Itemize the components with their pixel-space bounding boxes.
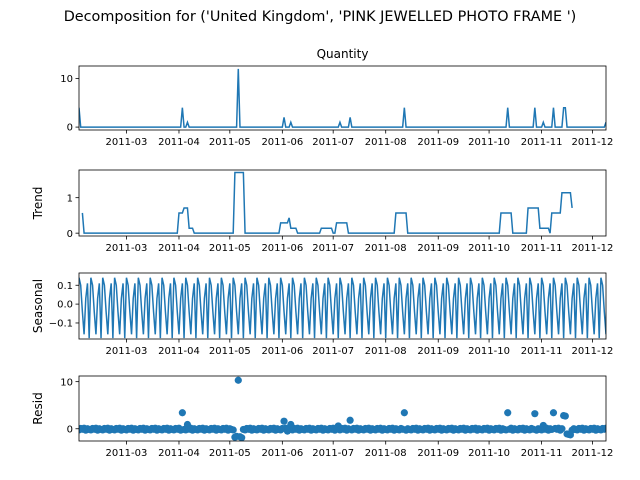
x-tick-label: 2011-07 [312,137,354,148]
x-tick-label: 2011-06 [261,137,303,148]
panel-data-layer [79,376,606,441]
x-tick-label: 2011-05 [209,346,251,357]
resid-point [280,417,288,425]
resid-point [561,412,569,420]
y-axis-label: Resid [31,392,45,424]
panel-frame [78,169,607,237]
panel-data-layer [79,68,606,128]
x-tick-label: 2011-04 [158,448,200,459]
panel-title: Quantity [317,47,369,61]
x-tick-label: 2011-11 [521,448,563,459]
x-tick-label: 2011-11 [521,137,563,148]
x-tick-label: 2011-07 [312,243,354,254]
resid-point [531,410,539,418]
x-tick-label: 2011-03 [106,448,148,459]
resid-point [602,424,606,432]
panel-frame [78,272,607,340]
x-tick-label: 2011-03 [106,243,148,254]
x-tick-label: 2011-12 [572,243,614,254]
x-tick-label: 2011-09 [417,243,459,254]
x-tick-label: 2011-08 [365,346,407,357]
resid-point [346,416,354,424]
y-tick-label: −0.1 [49,319,73,330]
x-tick-label: 2011-04 [158,346,200,357]
x-tick-label: 2011-10 [468,137,510,148]
y-tick-label: 0.1 [57,281,73,292]
y-tick-label: 0 [67,424,73,435]
x-tick-label: 2011-07 [312,346,354,357]
x-tick-label: 2011-08 [365,448,407,459]
y-tick-label: 0 [67,123,73,134]
y-tick-label: 10 [60,377,73,388]
x-tick-label: 2011-12 [572,137,614,148]
y-tick-label: 0 [67,229,73,240]
x-tick-label: 2011-06 [261,346,303,357]
x-tick-label: 2011-08 [365,243,407,254]
panel-frame [78,375,607,442]
figure-suptitle: Decomposition for ('United Kingdom', 'PI… [64,9,577,25]
x-tick-label: 2011-08 [365,137,407,148]
x-tick-label: 2011-10 [468,346,510,357]
panel-2: 0 1 2011-03 2011-04 2011-05 2011-06 2011-07 201… [31,169,614,254]
x-tick-label: 2011-07 [312,448,354,459]
x-tick-label: 2011-09 [417,448,459,459]
x-tick-label: 2011-04 [158,137,200,148]
resid-point [178,409,186,417]
x-tick-label: 2011-05 [209,448,251,459]
x-tick-label: 2011-04 [158,243,200,254]
resid-point [238,434,246,441]
panel-data-layer [81,171,573,234]
x-tick-label: 2011-09 [417,137,459,148]
x-tick-label: 2011-03 [106,137,148,148]
trend-series-line [81,171,573,234]
resid-point [234,376,242,384]
panel-frame [78,65,607,131]
y-tick-label: 1 [67,193,73,204]
x-tick-label: 2011-03 [106,346,148,357]
resid-point [229,426,237,434]
x-tick-label: 2011-06 [261,243,303,254]
x-tick-label: 2011-05 [209,243,251,254]
resid-point [400,409,408,417]
x-tick-label: 2011-09 [417,346,459,357]
y-tick-label: 0.0 [57,300,73,311]
seasonal-series-line [79,277,606,339]
panel-1: 0 10 2011-03 2011-04 2011-05 2011-06 2011-07 20… [60,47,613,148]
y-tick-label: 10 [60,74,73,85]
y-axis-label: Trend [31,187,45,221]
panel-4: 0 10 2011-03 2011-04 2011-05 2011-06 2011-07 20… [31,375,614,459]
resid-point [558,425,566,433]
y-axis-label: Seasonal [31,279,45,333]
x-tick-label: 2011-10 [468,243,510,254]
x-tick-label: 2011-10 [468,448,510,459]
quantity-series-line [79,68,606,128]
resid-point [549,409,558,417]
resid-point [504,409,512,417]
x-tick-label: 2011-12 [572,346,614,357]
x-tick-label: 2011-05 [209,137,251,148]
x-tick-label: 2011-06 [261,448,303,459]
panel-data-layer [79,277,606,339]
panel-3: 0.1 0.0 −0.1 2011-03 2011-04 2011-05 2011-06 20… [31,272,614,357]
x-tick-label: 2011-11 [521,243,563,254]
x-tick-label: 2011-11 [521,346,563,357]
x-tick-label: 2011-12 [572,448,614,459]
